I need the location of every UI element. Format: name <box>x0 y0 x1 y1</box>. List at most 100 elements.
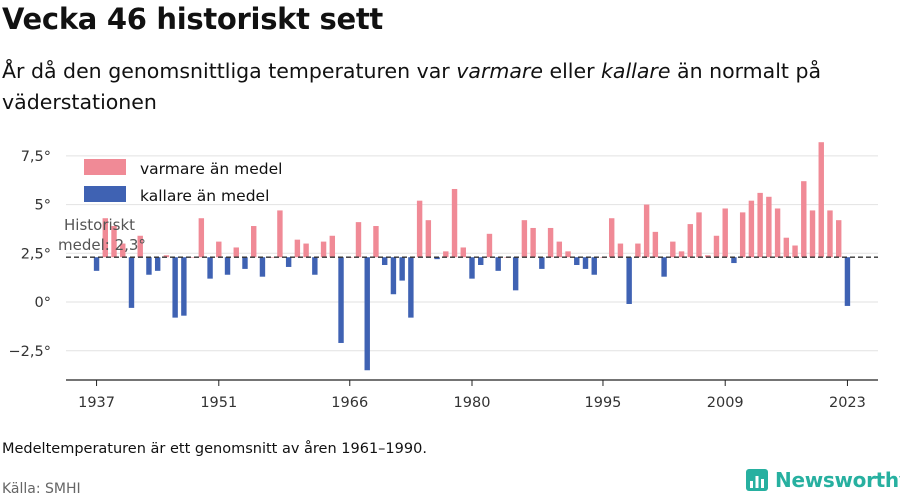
bar-cold <box>731 257 737 264</box>
legend-swatch-cold <box>84 186 126 202</box>
overlay-layer: 1937 1951 1966 1980 1995 2009 2023 <box>66 256 878 411</box>
legend-label-cold: kallare än medel <box>140 187 269 205</box>
bar-warm <box>355 222 362 258</box>
bar-cold <box>399 257 405 281</box>
y-tick-label: 0° <box>35 295 51 311</box>
bar-warm <box>547 227 554 258</box>
chart-title: Vecka 46 historiskt sett <box>2 2 383 36</box>
bar-warm <box>678 251 685 258</box>
bar-warm <box>530 227 536 258</box>
bar-cold <box>364 257 370 371</box>
subtitle-part2: eller <box>542 59 602 83</box>
bar-warm <box>608 218 615 258</box>
bar-warm <box>329 235 336 258</box>
newsworthy-logo: Newsworthy <box>745 468 900 492</box>
bar-warm <box>705 255 711 258</box>
bar-cold <box>128 257 135 308</box>
bar-cold <box>539 257 545 269</box>
bar-cold <box>495 257 501 271</box>
y-tick-label: −2,5° <box>9 344 51 360</box>
bar-warm <box>373 226 379 258</box>
bar-chart: −2,5° 0° 2,5° 5° 7,5° 1937 1951 1966 1980 1995 20… <box>9 142 878 411</box>
x-tick-label: 1995 <box>585 395 622 411</box>
newsworthy-logo-icon <box>746 469 768 491</box>
bar-warm <box>233 247 239 258</box>
bar-cold <box>434 257 440 260</box>
bar-cold <box>259 257 266 277</box>
bar-warm <box>189 257 196 258</box>
bar-cold <box>591 257 597 275</box>
bar-warm <box>451 188 458 258</box>
bar-cold <box>512 257 519 291</box>
bar-warm <box>748 200 755 258</box>
bar-warm <box>739 212 746 258</box>
y-tick-label: 7,5° <box>21 149 51 165</box>
y-tick-label: 2,5° <box>21 246 51 262</box>
legend: varmare än medel kallare än medel <box>84 159 282 205</box>
chart-subtitle: År då den genomsnittliga temperaturen va… <box>2 56 862 118</box>
bar-cold <box>285 257 292 267</box>
bar-cold <box>146 257 152 275</box>
subtitle-cold-word: kallare <box>601 59 671 83</box>
legend-swatch-warm <box>84 159 126 175</box>
bar-warm <box>565 251 571 258</box>
bar-warm <box>818 142 824 258</box>
bar-warm <box>696 212 702 258</box>
bar-cold <box>626 257 632 304</box>
bar-warm <box>643 204 650 258</box>
baseline-annotation: Historiskt medel: 2,3° <box>58 216 146 254</box>
bar-warm <box>425 220 432 258</box>
newsworthy-logo-text: Newsworthy <box>775 468 900 492</box>
bar-warm <box>836 220 842 258</box>
bar-warm <box>670 241 676 258</box>
bar-cold <box>154 257 161 271</box>
bar-cold <box>478 257 484 265</box>
bar-warm <box>251 226 257 258</box>
legend-label-warm: varmare än medel <box>140 160 282 178</box>
bar-warm <box>443 251 449 258</box>
bars-layer <box>93 142 851 371</box>
bar-cold <box>93 257 100 271</box>
bar-warm <box>809 210 816 258</box>
x-tick-label: 1980 <box>454 395 491 411</box>
bar-cold <box>582 257 589 269</box>
bar-cold <box>574 257 580 265</box>
bar-warm <box>774 208 781 258</box>
bar-warm <box>111 226 117 258</box>
x-tick-label: 2023 <box>829 395 866 411</box>
bar-warm <box>277 210 283 258</box>
bar-warm <box>687 224 693 258</box>
bar-cold <box>408 257 414 318</box>
bar-warm <box>416 200 423 258</box>
bar-warm <box>268 257 274 258</box>
footnote: Medeltemperaturen är ett genomsnitt av å… <box>2 441 427 457</box>
bar-warm <box>827 210 833 258</box>
bar-warm <box>652 231 659 258</box>
bar-warm <box>722 208 728 258</box>
bar-cold <box>224 257 231 275</box>
bar-warm <box>102 218 108 258</box>
x-tick-label: 1966 <box>331 395 368 411</box>
bar-warm <box>198 218 205 258</box>
bar-warm <box>792 245 798 258</box>
bar-cold <box>172 257 178 318</box>
bar-warm <box>766 196 772 258</box>
source-label: Källa: SMHI <box>2 481 81 497</box>
subtitle-part3: än normalt på väderstationen <box>2 59 822 114</box>
x-tick-label: 1951 <box>200 395 237 411</box>
y-tick-label: 5° <box>35 198 51 214</box>
bar-cold <box>181 257 187 316</box>
bar-warm <box>783 237 790 258</box>
bar-warm <box>521 220 528 258</box>
bar-cold <box>844 257 851 306</box>
bar-warm <box>303 243 309 258</box>
bar-cold <box>381 257 388 265</box>
bar-cold <box>338 257 344 343</box>
bar-warm <box>320 241 327 258</box>
bar-warm <box>757 192 763 258</box>
x-tick-label: 2009 <box>707 395 744 411</box>
bar-cold <box>242 257 248 269</box>
bar-warm <box>801 181 807 258</box>
bar-cold <box>469 257 475 279</box>
bar-cold <box>207 257 213 279</box>
